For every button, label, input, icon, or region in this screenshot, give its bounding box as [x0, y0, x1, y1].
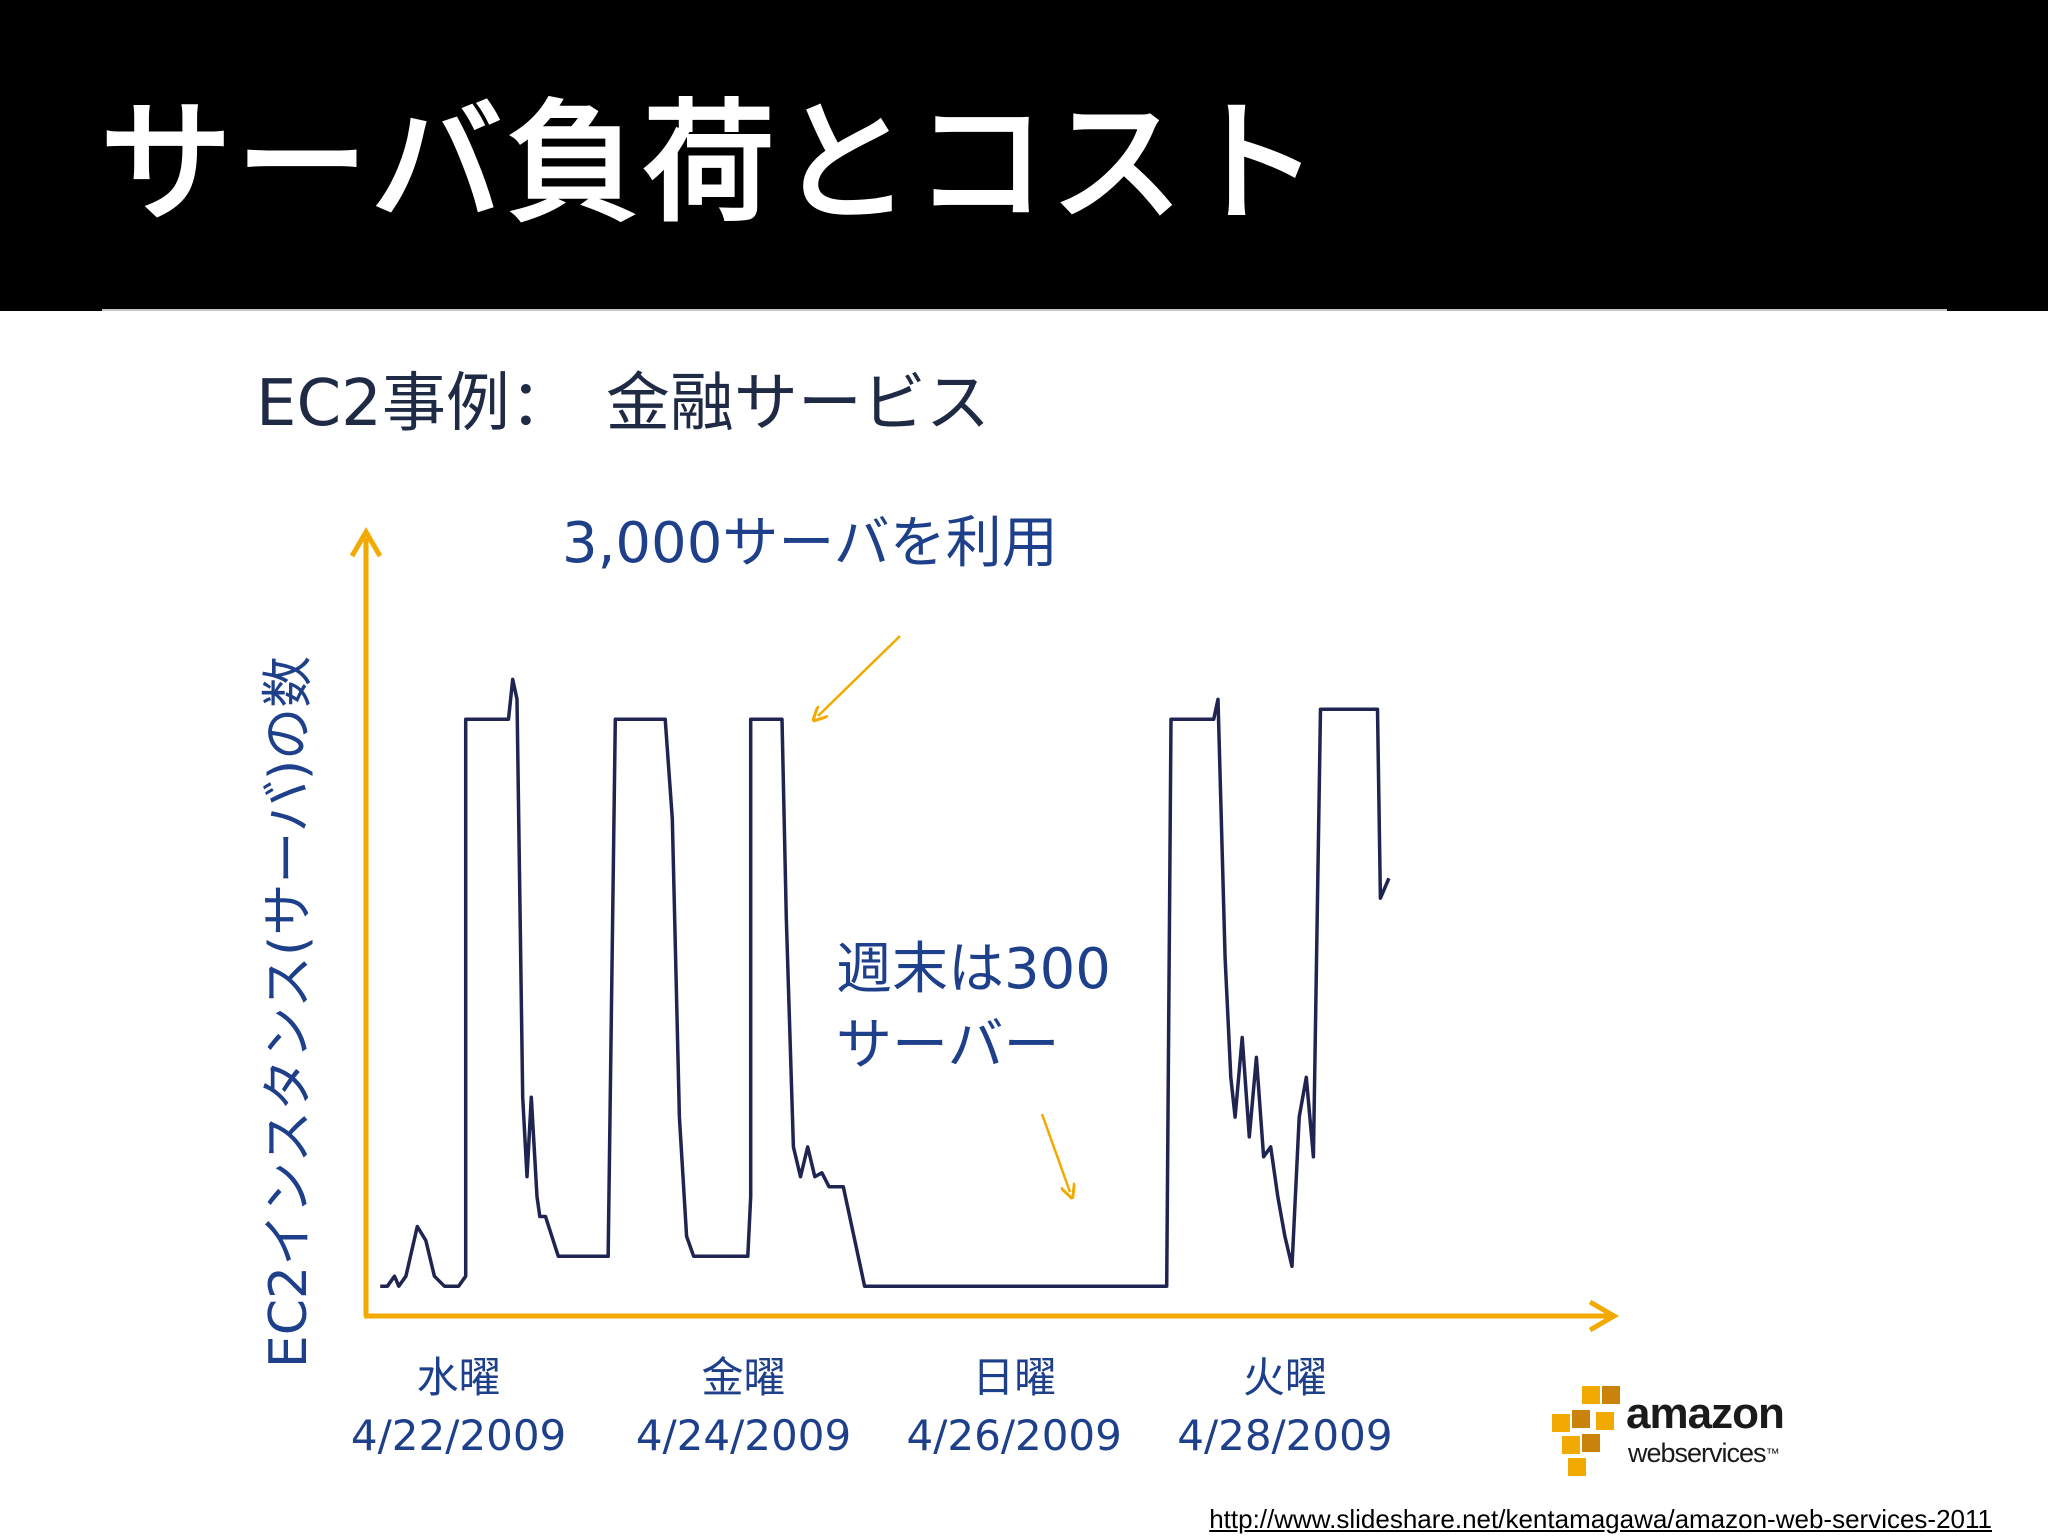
x-tick-date-2: 4/26/2009 — [907, 1411, 1122, 1460]
y-axis-label: EC2インスタンス(サーバ)の数 — [259, 656, 319, 1368]
x-tick-day-0: 水曜 — [417, 1353, 501, 1402]
aws-logo-word: amazon — [1626, 1389, 1785, 1438]
annotation-weekend-line2: サーバー — [836, 1013, 1059, 1078]
title-divider — [102, 309, 1947, 311]
source-link[interactable]: http://www.slideshare.net/kentamagawa/am… — [1209, 1504, 1992, 1534]
x-axis-arrowhead — [1588, 1299, 1619, 1333]
annotation-peak-label: 3,000サーバを利用 — [562, 511, 1058, 576]
aws-cubes-icon — [1552, 1386, 1620, 1476]
aws-logo-subword: webservices™ — [1628, 1438, 1780, 1468]
x-tick-date-0: 4/22/2009 — [351, 1411, 566, 1460]
chart-title: EC2事例： 金融サービス — [256, 367, 990, 441]
aws-logo-sub: webservices — [1628, 1438, 1767, 1468]
aws-logo-tm: ™ — [1765, 1445, 1780, 1461]
annotation-weekend-line1: 週末は300 — [836, 937, 1111, 1002]
title-bar: サーバ負荷とコスト — [0, 0, 2048, 311]
series-line-ec2-instances — [380, 677, 1391, 1288]
x-tick-day-3: 火曜 — [1243, 1353, 1327, 1402]
x-tick-day-2: 日曜 — [972, 1353, 1056, 1402]
x-tick-day-1: 金曜 — [701, 1353, 785, 1402]
x-tick-date-1: 4/24/2009 — [636, 1411, 851, 1460]
slide-title: サーバ負荷とコスト — [100, 87, 1323, 241]
aws-logo: amazon webservices™ — [1548, 1384, 1798, 1484]
x-tick-date-3: 4/28/2009 — [1177, 1411, 1392, 1460]
y-axis-arrowhead — [349, 527, 383, 558]
x-tick-labels: 水曜 4/22/2009 金曜 4/24/2009 日曜 4/26/2009 火曜 4/28/… — [351, 1353, 1393, 1460]
annotation-weekend-arrow — [1040, 1113, 1070, 1192]
annotation-peak-arrow — [818, 635, 901, 716]
